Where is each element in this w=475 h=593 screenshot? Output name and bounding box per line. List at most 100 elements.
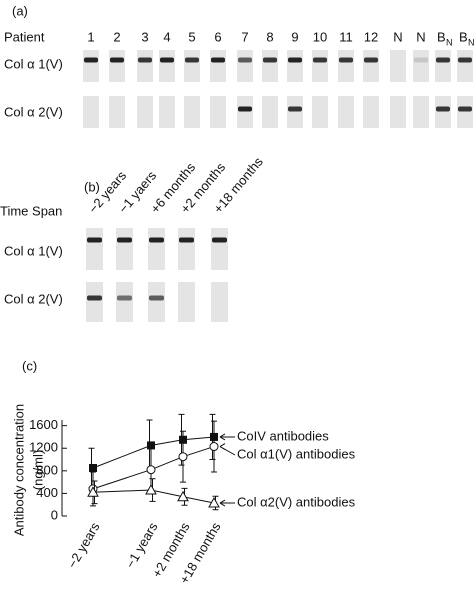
series-line <box>92 489 215 504</box>
blot-strip <box>287 96 303 128</box>
blot-strip <box>237 96 253 128</box>
blot-band <box>414 57 428 63</box>
data-point <box>89 464 97 472</box>
row-label: Col α 1(V) <box>4 243 63 258</box>
blot-strip <box>184 96 200 128</box>
blot-strip <box>86 228 103 270</box>
blot-band <box>110 57 124 63</box>
data-point <box>145 483 157 495</box>
blot-band <box>149 295 164 301</box>
data-point <box>146 465 156 475</box>
data-point <box>208 496 220 508</box>
row-label: Col α 2(V) <box>4 291 63 306</box>
blot-band <box>458 57 472 63</box>
blot-strip <box>363 96 379 128</box>
blot-strip <box>116 228 133 270</box>
data-point <box>147 441 155 450</box>
y-tick-label: 800 <box>36 462 58 477</box>
blot-strip <box>137 96 153 128</box>
column-label: 3 <box>141 29 148 44</box>
blot-strip <box>390 50 406 82</box>
blot-strip <box>159 50 175 82</box>
row-label: Col α 1(V) <box>4 56 63 71</box>
blot-band <box>436 106 450 112</box>
annotation-arrow <box>219 443 236 456</box>
column-label: 4 <box>163 29 170 44</box>
blot-strip <box>83 50 99 82</box>
y-axis-label: Antibody concentration <box>11 404 26 536</box>
blot-band <box>288 106 302 112</box>
blot-strip <box>435 50 451 82</box>
blot-band <box>364 57 378 63</box>
blot-strip <box>390 96 406 128</box>
blot-strip <box>109 50 125 82</box>
column-label: 7 <box>241 29 248 44</box>
blot-strip <box>86 282 103 322</box>
blot-strip <box>413 50 429 82</box>
data-point <box>177 490 189 502</box>
column-label: 9 <box>291 29 298 44</box>
column-label: 5 <box>188 29 195 44</box>
blot-band <box>458 106 472 112</box>
series-label: Col α2(V) antibodies <box>237 494 356 509</box>
blot-band <box>84 57 98 63</box>
blot-band <box>185 57 199 63</box>
data-point <box>209 442 219 452</box>
series-line <box>92 436 215 469</box>
annotation-arrow <box>219 433 236 441</box>
blot-strip <box>262 50 278 82</box>
data-point <box>87 486 99 497</box>
row-header: Patient <box>4 29 45 44</box>
blot-strip <box>338 96 354 128</box>
blot-strip <box>457 50 473 82</box>
series-label: Col α1(V) antibodies <box>237 446 356 461</box>
blot-strip <box>159 96 175 128</box>
column-label: 1 <box>87 29 94 44</box>
y-tick-label: 0 <box>51 507 58 522</box>
column-label: 11 <box>339 29 353 44</box>
column-label: N <box>393 29 402 44</box>
column-label: B <box>437 29 446 44</box>
panel-label: (b) <box>84 179 100 194</box>
blot-band <box>313 57 327 63</box>
blot-strip <box>184 50 200 82</box>
blot-band <box>149 237 164 243</box>
panel-label: (a) <box>12 3 28 18</box>
y-tick-label: 1200 <box>29 440 58 455</box>
blot-band <box>238 106 252 112</box>
column-subscript: N <box>468 37 475 47</box>
series-label: CoIV antibodies <box>237 428 329 443</box>
column-label: B <box>459 29 468 44</box>
blot-band <box>160 57 174 63</box>
y-tick-label: 400 <box>36 485 58 500</box>
column-label: 8 <box>266 29 273 44</box>
blot-strip <box>287 50 303 82</box>
blot-strip <box>148 228 165 270</box>
blot-strip <box>211 228 228 270</box>
blot-strip <box>178 282 195 322</box>
blot-strip <box>148 282 165 322</box>
blot-band <box>179 237 194 243</box>
blot-strip <box>435 96 451 128</box>
blot-strip <box>211 282 228 322</box>
column-label: 12 <box>364 29 378 44</box>
x-tick-label: −2 years <box>64 519 102 570</box>
annotation-arrow <box>219 499 236 507</box>
blot-strip <box>262 96 278 128</box>
y-tick-label: 1600 <box>29 417 58 432</box>
blot-strip <box>83 96 99 128</box>
blot-band <box>436 57 450 63</box>
blot-strip <box>237 50 253 82</box>
column-label: N <box>416 29 425 44</box>
blot-band <box>87 237 102 243</box>
column-label: 10 <box>313 29 327 44</box>
blot-strip <box>338 50 354 82</box>
blot-band <box>288 57 302 63</box>
column-label: 6 <box>214 29 221 44</box>
y-axis-label: (ng/ml) <box>30 450 45 490</box>
blot-band <box>339 57 353 63</box>
blot-strip <box>312 50 328 82</box>
row-header: Time Span <box>0 203 62 218</box>
blot-strip <box>312 96 328 128</box>
blot-band <box>263 57 277 63</box>
